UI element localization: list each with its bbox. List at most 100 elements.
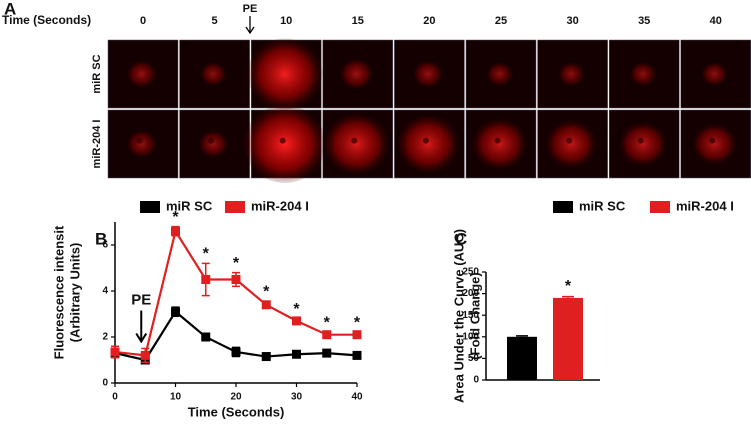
cell-glow <box>558 62 585 86</box>
y-tick-label: 50 <box>468 353 480 364</box>
significance-star: * <box>233 255 240 272</box>
y-axis-label: (Arbitrary Units) <box>67 243 82 343</box>
legend-swatch <box>140 201 160 213</box>
data-point <box>352 330 362 340</box>
y-axis-label: (Fold Change) <box>467 272 482 359</box>
cell-glow <box>247 38 323 110</box>
micrograph <box>322 39 394 109</box>
legend-label: miR SC <box>579 198 626 213</box>
cell-glow <box>545 120 597 168</box>
micrograph <box>243 105 326 183</box>
significance-star: * <box>172 209 179 226</box>
legend-label: miR SC <box>166 198 213 213</box>
x-tick-label: 30 <box>291 392 303 403</box>
cell-glow <box>619 122 667 166</box>
data-point <box>231 275 241 284</box>
significance-star: * <box>354 315 361 332</box>
micrograph <box>465 109 537 179</box>
cell-glow <box>200 62 227 86</box>
y-tick-label: 0 <box>473 375 479 386</box>
y-tick-label: 2 <box>102 332 108 343</box>
cell-glow <box>692 123 737 165</box>
panel-label: A <box>4 0 16 18</box>
x-tick-label: 0 <box>112 392 118 403</box>
y-tick-label: 100 <box>462 331 479 342</box>
x-axis-label: Time (Seconds) <box>188 404 285 419</box>
data-point <box>110 347 120 357</box>
legend-label: miR-204 I <box>251 198 309 213</box>
time-tick-label: 5 <box>212 15 218 27</box>
nucleus <box>566 137 573 144</box>
y-axis-label: Area Under the Curve (AUC) <box>451 229 466 403</box>
micrograph <box>179 109 250 179</box>
nucleus <box>351 137 358 144</box>
y-tick-label: 4 <box>102 286 108 297</box>
cell-glow <box>126 60 157 88</box>
panel-label: C <box>455 229 467 248</box>
significance-star: * <box>203 246 210 263</box>
nucleus <box>709 137 716 144</box>
data-point <box>261 300 271 310</box>
data-point <box>171 226 180 236</box>
micrograph <box>537 39 608 109</box>
significance-star: * <box>263 284 270 301</box>
cell-glow <box>701 62 728 86</box>
data-point <box>292 349 301 359</box>
nucleus <box>637 137 644 144</box>
row-label: miR SC <box>91 54 103 93</box>
time-tick-label: 20 <box>423 15 435 27</box>
y-tick-label: 6 <box>102 240 108 251</box>
micrograph <box>247 38 323 110</box>
time-label: Time (Seconds) <box>2 13 91 27</box>
cell-glow <box>629 62 656 86</box>
micrograph <box>394 39 465 109</box>
pe-label: PE <box>243 3 258 15</box>
time-tick-label: 10 <box>280 15 292 27</box>
nucleus <box>208 137 215 144</box>
micrograph <box>179 39 250 109</box>
x-tick-label: 20 <box>230 392 242 403</box>
nucleus <box>136 137 143 144</box>
data-point <box>261 352 271 362</box>
micrograph <box>465 39 537 109</box>
legend-swatch <box>553 201 573 213</box>
data-point <box>140 350 150 360</box>
cell-glow <box>339 58 373 90</box>
error-bar <box>516 335 528 337</box>
y-tick-label: 200 <box>462 288 479 299</box>
cell-glow <box>198 130 228 158</box>
time-tick-label: 40 <box>710 15 722 27</box>
data-point <box>292 316 301 326</box>
micrograph <box>608 109 680 179</box>
data-point <box>231 347 241 357</box>
time-tick-label: 0 <box>140 15 146 27</box>
error-bar <box>562 295 574 298</box>
panel-label: B <box>95 229 107 248</box>
cell-glow <box>324 113 389 175</box>
y-tick-label: 250 <box>462 267 479 278</box>
y-axis-label: Fluorescence intensit <box>51 225 66 359</box>
row-label: miR-204 I <box>91 120 103 169</box>
nucleus <box>279 137 286 144</box>
cell-glow <box>486 62 513 86</box>
y-tick-label: 150 <box>462 310 479 321</box>
bar <box>553 297 583 380</box>
cell-glow <box>126 130 157 158</box>
time-tick-label: 15 <box>352 15 364 27</box>
data-point <box>322 348 332 358</box>
micrograph <box>608 39 680 109</box>
micrograph <box>680 109 751 179</box>
cell-glow <box>413 60 443 88</box>
data-point <box>201 275 211 284</box>
legend-swatch <box>225 201 245 213</box>
time-tick-label: 25 <box>495 15 507 27</box>
micrograph <box>107 109 179 179</box>
micrograph <box>394 109 465 179</box>
micrograph <box>322 109 394 179</box>
data-point <box>171 307 180 317</box>
micrograph <box>537 109 608 179</box>
time-tick-label: 30 <box>566 15 578 27</box>
x-tick-label: 40 <box>351 392 363 403</box>
x-tick-label: 10 <box>170 392 182 403</box>
